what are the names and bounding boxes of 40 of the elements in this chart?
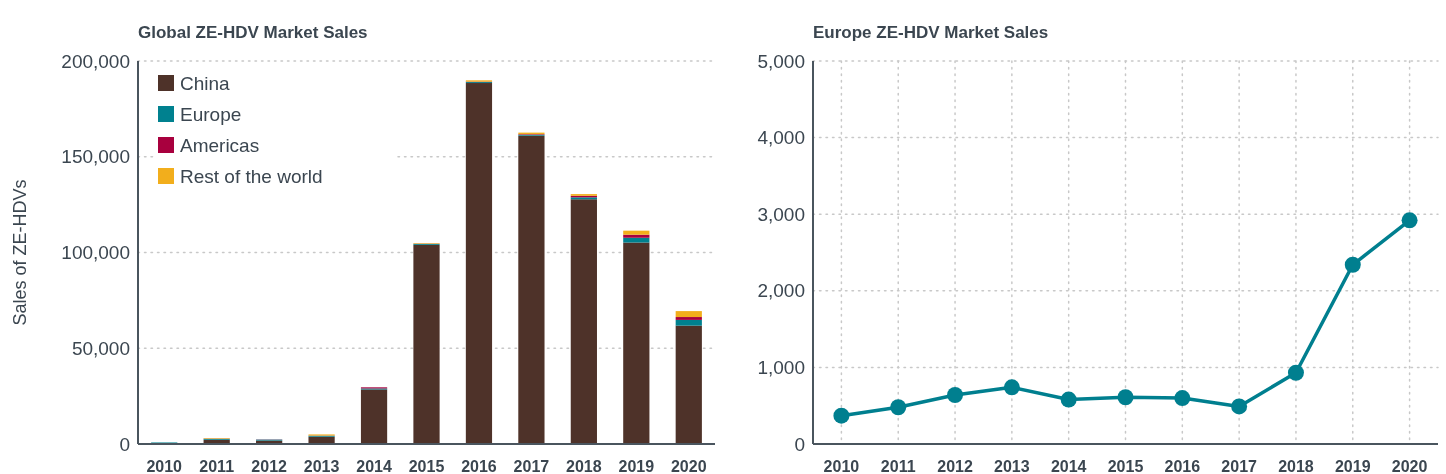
x-tick-label: 2011 <box>199 458 235 474</box>
x-tick-label: 2020 <box>1391 458 1428 474</box>
chart-title: Global ZE-HDV Market Sales <box>138 23 368 42</box>
y-tick-label: 4,000 <box>757 127 805 149</box>
y-tick-label: 0 <box>119 433 130 455</box>
y-tick-label: 50,000 <box>71 337 130 359</box>
legend-label: Rest of the world <box>180 165 323 187</box>
x-tick-label: 2010 <box>823 458 860 474</box>
x-tick-label: 2013 <box>994 458 1030 474</box>
x-tick-label: 2011 <box>880 458 916 474</box>
y-tick-label: 0 <box>794 433 805 455</box>
x-tick-label: 2015 <box>408 458 445 474</box>
x-tick-label: 2017 <box>513 458 550 474</box>
y-tick-label: 2,000 <box>757 280 805 302</box>
legend-label: Europe <box>180 103 242 125</box>
x-tick-label: 2013 <box>303 458 340 474</box>
x-tick-label: 2012 <box>937 458 973 474</box>
y-tick-label: 100,000 <box>61 242 130 264</box>
legend-label: Americas <box>180 134 260 156</box>
x-tick-label: 2017 <box>1221 458 1258 474</box>
chart-title: Europe ZE-HDV Market Sales <box>813 23 1049 42</box>
x-tick-label: 2014 <box>1050 458 1087 474</box>
x-tick-label: 2016 <box>461 458 497 474</box>
y-tick-label: 5,000 <box>757 50 805 72</box>
y-axis-title: Sales of ZE-HDVs <box>10 179 30 326</box>
x-tick-label: 2016 <box>1164 458 1201 474</box>
y-tick-label: 150,000 <box>61 146 130 168</box>
x-tick-label: 2018 <box>1278 458 1314 474</box>
x-tick-label: 2015 <box>1107 458 1144 474</box>
legend-label: China <box>180 72 231 94</box>
x-tick-label: 2019 <box>618 458 655 474</box>
x-tick-label: 2010 <box>146 458 183 474</box>
x-tick-label: 2014 <box>356 458 392 474</box>
x-tick-label: 2019 <box>1334 458 1371 474</box>
x-tick-label: 2012 <box>251 458 288 474</box>
y-tick-label: 3,000 <box>757 203 805 225</box>
y-tick-label: 200,000 <box>61 50 130 72</box>
y-tick-label: 1,000 <box>757 357 805 379</box>
x-tick-label: 2018 <box>566 458 602 474</box>
x-tick-label: 2020 <box>670 458 707 474</box>
